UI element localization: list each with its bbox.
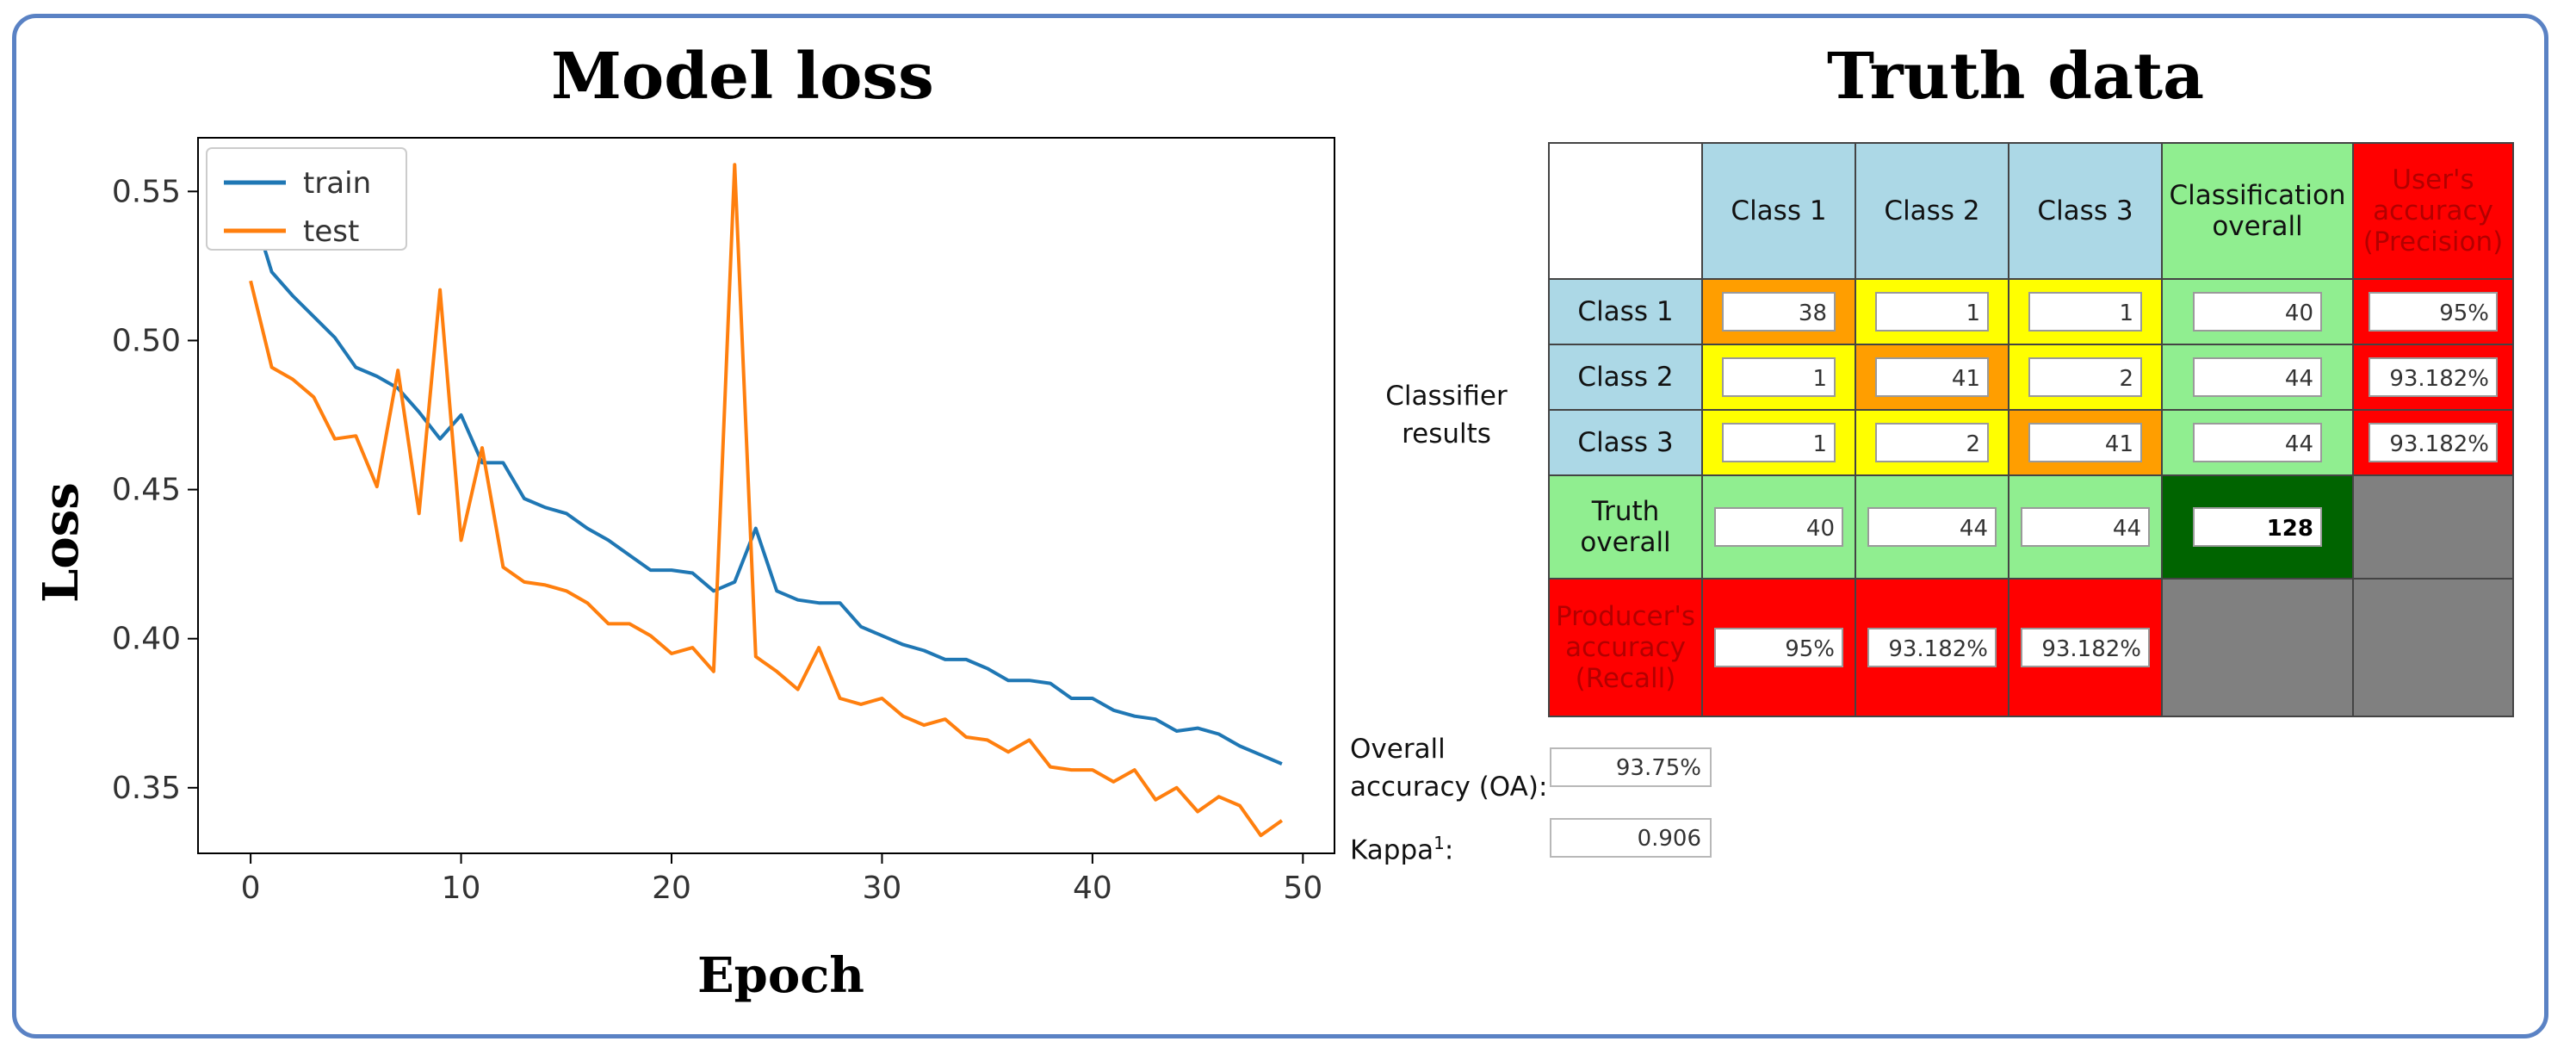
row-header-class-2: Class 2 bbox=[1548, 344, 1703, 411]
row-header-class-3: Class 3 bbox=[1548, 409, 1703, 476]
legend: train test bbox=[206, 147, 407, 251]
kappa-label-suffix: : bbox=[1444, 834, 1454, 866]
empty-cell bbox=[2352, 578, 2514, 717]
x-tick-label: 40 bbox=[1073, 871, 1112, 906]
cell-value[interactable]: 1 bbox=[1722, 357, 1836, 397]
col-header-users-accuracy: User's accuracy (Precision) bbox=[2352, 142, 2514, 280]
col-header-class-3: Class 3 bbox=[2008, 142, 2163, 280]
precision-value[interactable]: 93.182% bbox=[2369, 423, 2498, 462]
cell-value[interactable]: 41 bbox=[2028, 423, 2142, 462]
overall-accuracy-value[interactable]: 93.75% bbox=[1550, 747, 1712, 787]
cell-value[interactable]: 38 bbox=[1722, 292, 1836, 332]
figure-frame bbox=[12, 14, 2548, 1038]
cell-value[interactable]: 1 bbox=[1722, 423, 1836, 462]
x-tick-label: 10 bbox=[442, 871, 481, 906]
kappa-value[interactable]: 0.906 bbox=[1550, 818, 1712, 858]
kappa-footnote: 1 bbox=[1434, 833, 1445, 853]
series-line-train bbox=[249, 202, 1283, 766]
col-header-class-2: Class 2 bbox=[1855, 142, 2009, 280]
y-tick-label: 0.55 bbox=[112, 174, 181, 209]
recall-value[interactable]: 93.182% bbox=[2021, 628, 2150, 667]
row-header-class-1: Class 1 bbox=[1548, 278, 1703, 345]
overall-accuracy-label: Overall accuracy (OA): bbox=[1350, 734, 1548, 803]
classifier-results-label: Classifier results bbox=[1385, 381, 1508, 449]
y-tick-label: 0.45 bbox=[112, 473, 181, 508]
col-header-classification-overall: Classification overall bbox=[2161, 142, 2354, 280]
series-line-test bbox=[249, 163, 1284, 838]
y-tick-label: 0.35 bbox=[112, 771, 181, 806]
column-total-value[interactable]: 44 bbox=[2021, 507, 2150, 547]
row-total-value[interactable]: 40 bbox=[2193, 292, 2322, 332]
cell-value[interactable]: 2 bbox=[2028, 357, 2142, 397]
col-header-class-1: Class 1 bbox=[1701, 142, 1856, 280]
x-tick-label: 50 bbox=[1283, 871, 1322, 906]
matrix-corner bbox=[1548, 142, 1703, 280]
plot-area bbox=[197, 137, 1335, 854]
grand-total-value[interactable]: 128 bbox=[2193, 507, 2322, 547]
cell-value[interactable]: 41 bbox=[1875, 357, 1989, 397]
kappa-label: Kappa1: bbox=[1350, 824, 1453, 869]
y-tick-label: 0.40 bbox=[112, 622, 181, 657]
row-header-truth-overall: Truth overall bbox=[1548, 474, 1703, 580]
x-tick-label: 30 bbox=[863, 871, 902, 906]
kappa-label-text: Kappa bbox=[1350, 834, 1434, 866]
x-tick-label: 20 bbox=[652, 871, 691, 906]
y-tick-label: 0.50 bbox=[112, 323, 181, 358]
truth-data-title: Truth data bbox=[1827, 40, 2205, 114]
confusion-matrix: Class 1 Class 2 Class 3 Classification o… bbox=[1548, 142, 2514, 717]
empty-cell bbox=[2161, 578, 2354, 717]
precision-value[interactable]: 95% bbox=[2369, 292, 2498, 332]
cell-value[interactable]: 2 bbox=[1875, 423, 1989, 462]
recall-value[interactable]: 95% bbox=[1714, 628, 1843, 667]
cell-value[interactable]: 1 bbox=[1875, 292, 1989, 332]
column-total-value[interactable]: 40 bbox=[1714, 507, 1843, 547]
loss-chart: 0 10 20 30 40 50 0.35 0.40 0.45 0.50 0.55 train te… bbox=[112, 137, 1335, 906]
loss-chart-title: Model loss bbox=[551, 40, 934, 114]
row-total-value[interactable]: 44 bbox=[2193, 423, 2322, 462]
recall-value[interactable]: 93.182% bbox=[1867, 628, 1997, 667]
cell-value[interactable]: 1 bbox=[2028, 292, 2142, 332]
x-axis-label: Epoch bbox=[697, 947, 865, 1004]
legend-box bbox=[206, 147, 407, 251]
row-header-producers-accuracy: Producer's accuracy (Recall) bbox=[1548, 578, 1703, 717]
legend-test-label: test bbox=[303, 214, 359, 249]
legend-train-label: train bbox=[303, 166, 371, 201]
empty-cell bbox=[2352, 474, 2514, 580]
x-tick-label: 0 bbox=[241, 871, 261, 906]
precision-value[interactable]: 93.182% bbox=[2369, 357, 2498, 397]
row-total-value[interactable]: 44 bbox=[2193, 357, 2322, 397]
column-total-value[interactable]: 44 bbox=[1867, 507, 1997, 547]
